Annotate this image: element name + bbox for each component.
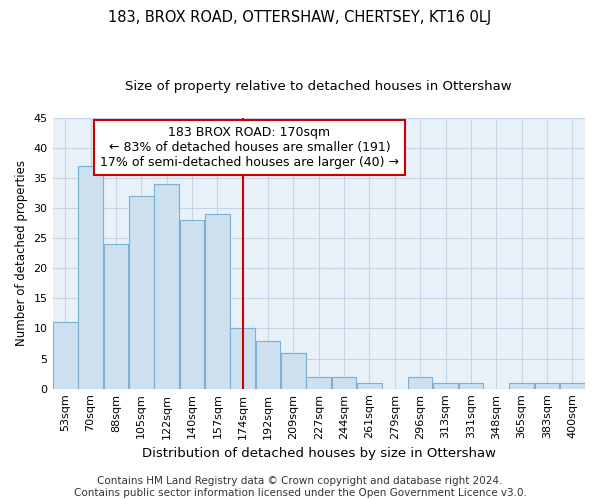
Bar <box>256 340 280 388</box>
Bar <box>154 184 179 388</box>
Y-axis label: Number of detached properties: Number of detached properties <box>15 160 28 346</box>
X-axis label: Distribution of detached houses by size in Ottershaw: Distribution of detached houses by size … <box>142 447 496 460</box>
Bar <box>230 328 255 388</box>
Bar <box>104 244 128 388</box>
Bar <box>357 382 382 388</box>
Text: 183 BROX ROAD: 170sqm
← 83% of detached houses are smaller (191)
17% of semi-det: 183 BROX ROAD: 170sqm ← 83% of detached … <box>100 126 399 169</box>
Title: Size of property relative to detached houses in Ottershaw: Size of property relative to detached ho… <box>125 80 512 93</box>
Text: Contains HM Land Registry data © Crown copyright and database right 2024.
Contai: Contains HM Land Registry data © Crown c… <box>74 476 526 498</box>
Bar <box>509 382 534 388</box>
Bar <box>179 220 204 388</box>
Bar <box>458 382 483 388</box>
Bar <box>560 382 584 388</box>
Bar <box>205 214 230 388</box>
Bar <box>78 166 103 388</box>
Bar <box>307 376 331 388</box>
Bar <box>332 376 356 388</box>
Text: 183, BROX ROAD, OTTERSHAW, CHERTSEY, KT16 0LJ: 183, BROX ROAD, OTTERSHAW, CHERTSEY, KT1… <box>109 10 491 25</box>
Bar <box>53 322 77 388</box>
Bar <box>408 376 433 388</box>
Bar <box>281 352 306 388</box>
Bar <box>535 382 559 388</box>
Bar <box>129 196 154 388</box>
Bar <box>433 382 458 388</box>
